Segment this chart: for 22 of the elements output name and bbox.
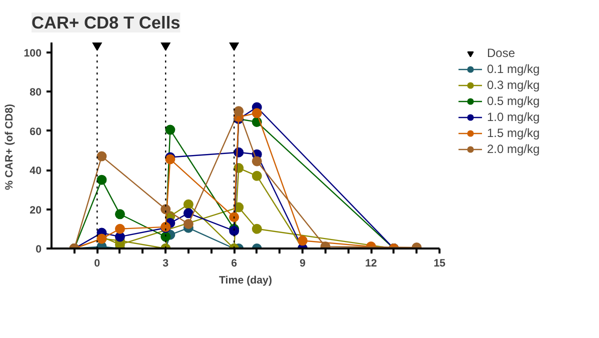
- x-tick-label: 3: [162, 258, 169, 270]
- chart-title: CAR+ CD8 T Cells: [32, 12, 180, 32]
- legend-label: 2.0 mg/kg: [487, 142, 540, 156]
- y-tick-label: 40: [30, 165, 42, 178]
- legend-label: Dose: [487, 46, 516, 60]
- legend-label: 0.3 mg/kg: [487, 78, 540, 92]
- y-tick-label: 20: [30, 204, 42, 216]
- x-tick-label: 12: [365, 258, 378, 270]
- legend-label: 0.1 mg/kg: [487, 62, 540, 76]
- y-tick-label: 80: [30, 86, 42, 99]
- x-tick-label: 15: [434, 258, 446, 270]
- x-axis-title: Time (day): [218, 274, 272, 286]
- legend-label: 0.5 mg/kg: [487, 94, 540, 108]
- legend-label: 1.5 mg/kg: [487, 126, 540, 140]
- y-tick-label: 0: [36, 244, 42, 256]
- y-tick-label: 60: [30, 126, 42, 138]
- legend-label: 1.0 mg/kg: [487, 110, 540, 124]
- y-axis-title: % CAR+ (of CD8): [4, 103, 16, 190]
- y-tick-label: 100: [24, 47, 42, 60]
- x-tick-label: 0: [94, 258, 100, 270]
- x-tick-label: 9: [300, 258, 306, 270]
- x-tick-label: 6: [231, 258, 238, 270]
